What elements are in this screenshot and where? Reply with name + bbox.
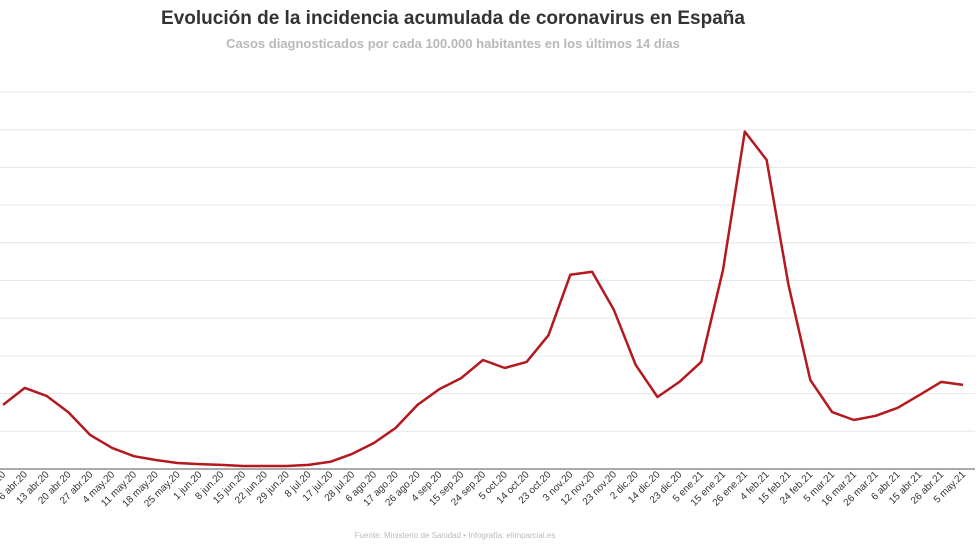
- chart-subtitle: Casos diagnosticados por cada 100.000 ha…: [226, 36, 680, 51]
- source-note: Fuente: Ministerio de Sanidad • Infograf…: [355, 531, 556, 540]
- data-line: [2, 130, 964, 468]
- chart-title: Evolución de la incidencia acumulada de …: [161, 8, 745, 29]
